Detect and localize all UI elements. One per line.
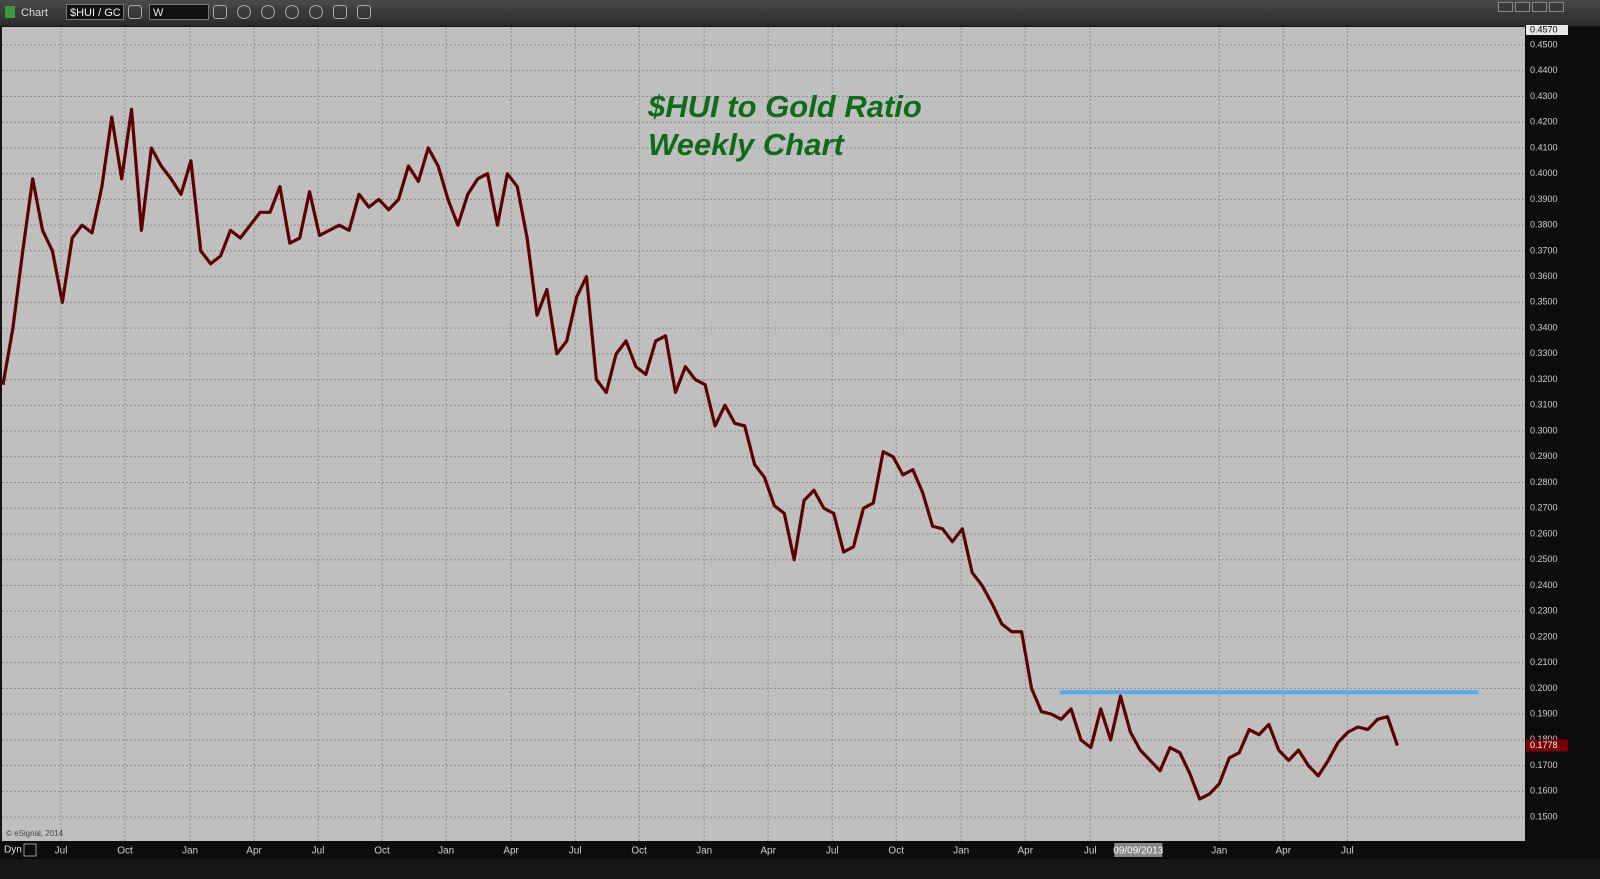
x-tick-label: Jul — [312, 846, 325, 857]
window-button[interactable] — [1515, 2, 1530, 12]
axis-max-box — [1526, 25, 1568, 35]
y-tick-label: 0.1900 — [1530, 709, 1558, 719]
y-tick-label: 0.2300 — [1530, 606, 1558, 616]
y-axis-area — [1525, 27, 1600, 841]
x-axis-area — [0, 841, 1600, 859]
x-tick-label: Apr — [760, 846, 776, 857]
y-tick-label: 0.4000 — [1530, 168, 1558, 178]
y-tick-label: 0.1600 — [1530, 786, 1558, 796]
y-tick-label: 0.3000 — [1530, 425, 1558, 435]
window-button[interactable] — [1532, 2, 1547, 12]
app-icon — [5, 6, 15, 18]
tool-button[interactable] — [357, 5, 371, 19]
y-tick-label: 0.3400 — [1530, 322, 1558, 332]
last-value-label: 0.1778 — [1530, 740, 1558, 750]
x-tick-label: Jul — [1084, 846, 1097, 857]
symbol-box[interactable]: $HUI / GC — [66, 4, 124, 20]
interval-box[interactable]: W — [149, 4, 209, 20]
y-tick-label: 0.2200 — [1530, 631, 1558, 641]
x-tick-label: Jan — [182, 846, 198, 857]
cursor-box — [1114, 843, 1163, 857]
x-tick-label: Jul — [55, 846, 68, 857]
tool-button[interactable] — [261, 5, 275, 19]
plot-area — [2, 27, 1525, 841]
x-tick-label: Oct — [888, 846, 904, 857]
x-tick-label: Jan — [438, 846, 454, 857]
last-value-box — [1526, 739, 1568, 752]
y-tick-label: 0.1500 — [1530, 811, 1558, 821]
x-tick-label: Apr — [1276, 846, 1292, 857]
y-tick-label: 0.2700 — [1530, 503, 1558, 513]
y-tick-label: 0.2400 — [1530, 580, 1558, 590]
x-tick-label: Jan — [696, 846, 712, 857]
y-tick-label: 0.2100 — [1530, 657, 1558, 667]
y-tick-label: 0.2500 — [1530, 554, 1558, 564]
x-tick-label: Oct — [631, 846, 647, 857]
y-tick-label: 0.4500 — [1530, 39, 1558, 49]
x-tick-label: Apr — [503, 846, 519, 857]
y-tick-label: 0.3100 — [1530, 400, 1558, 410]
y-tick-label: 0.3800 — [1530, 220, 1558, 230]
tool-button[interactable] — [237, 5, 251, 19]
y-tick-label: 0.3500 — [1530, 297, 1558, 307]
mode-label: Dyn — [4, 845, 22, 856]
copyright: © eSignal, 2014 — [6, 829, 64, 838]
tool-button[interactable] — [333, 5, 347, 19]
x-tick-label: Jul — [569, 846, 582, 857]
cursor-label: 09/09/2013 — [1113, 846, 1163, 857]
x-tick-label: Apr — [246, 846, 262, 857]
y-tick-label: 0.3600 — [1530, 271, 1558, 281]
chart-title: $HUI to Gold Ratio — [647, 89, 922, 124]
tool-button[interactable] — [285, 5, 299, 19]
window-button[interactable] — [1498, 2, 1513, 12]
tool-button[interactable] — [213, 5, 227, 19]
toolbar: Chart $HUI / GC W — [0, 0, 1600, 26]
y-tick-label: 0.3200 — [1530, 374, 1558, 384]
x-tick-label: Apr — [1017, 846, 1033, 857]
x-tick-label: Jul — [826, 846, 839, 857]
window-button[interactable] — [1549, 2, 1564, 12]
mode-button[interactable] — [23, 843, 37, 857]
x-tick-label: Jan — [953, 846, 969, 857]
price-line — [1, 107, 1399, 801]
x-tick-label: Jan — [1211, 846, 1227, 857]
y-tick-label: 0.2800 — [1530, 477, 1558, 487]
tool-button[interactable] — [309, 5, 323, 19]
y-tick-label: 0.1800 — [1530, 734, 1558, 744]
y-tick-label: 0.2600 — [1530, 528, 1558, 538]
y-tick-label: 0.4300 — [1530, 91, 1558, 101]
chart-subtitle: Weekly Chart — [648, 127, 846, 162]
axis-max-label: 0.4570 — [1530, 24, 1558, 34]
y-tick-label: 0.3900 — [1530, 194, 1558, 204]
y-tick-label: 0.4400 — [1530, 65, 1558, 75]
app-name: Chart — [21, 7, 48, 19]
y-tick-label: 0.4100 — [1530, 142, 1558, 152]
tool-button[interactable] — [128, 5, 142, 19]
x-tick-label: Oct — [374, 846, 390, 857]
y-tick-label: 0.4200 — [1530, 117, 1558, 127]
y-tick-label: 0.2000 — [1530, 683, 1558, 693]
y-tick-label: 0.2900 — [1530, 451, 1558, 461]
y-tick-label: 0.3700 — [1530, 245, 1558, 255]
y-tick-label: 0.1700 — [1530, 760, 1558, 770]
y-tick-label: 0.3300 — [1530, 348, 1558, 358]
x-tick-label: Jul — [1341, 846, 1354, 857]
x-tick-label: Oct — [117, 846, 133, 857]
